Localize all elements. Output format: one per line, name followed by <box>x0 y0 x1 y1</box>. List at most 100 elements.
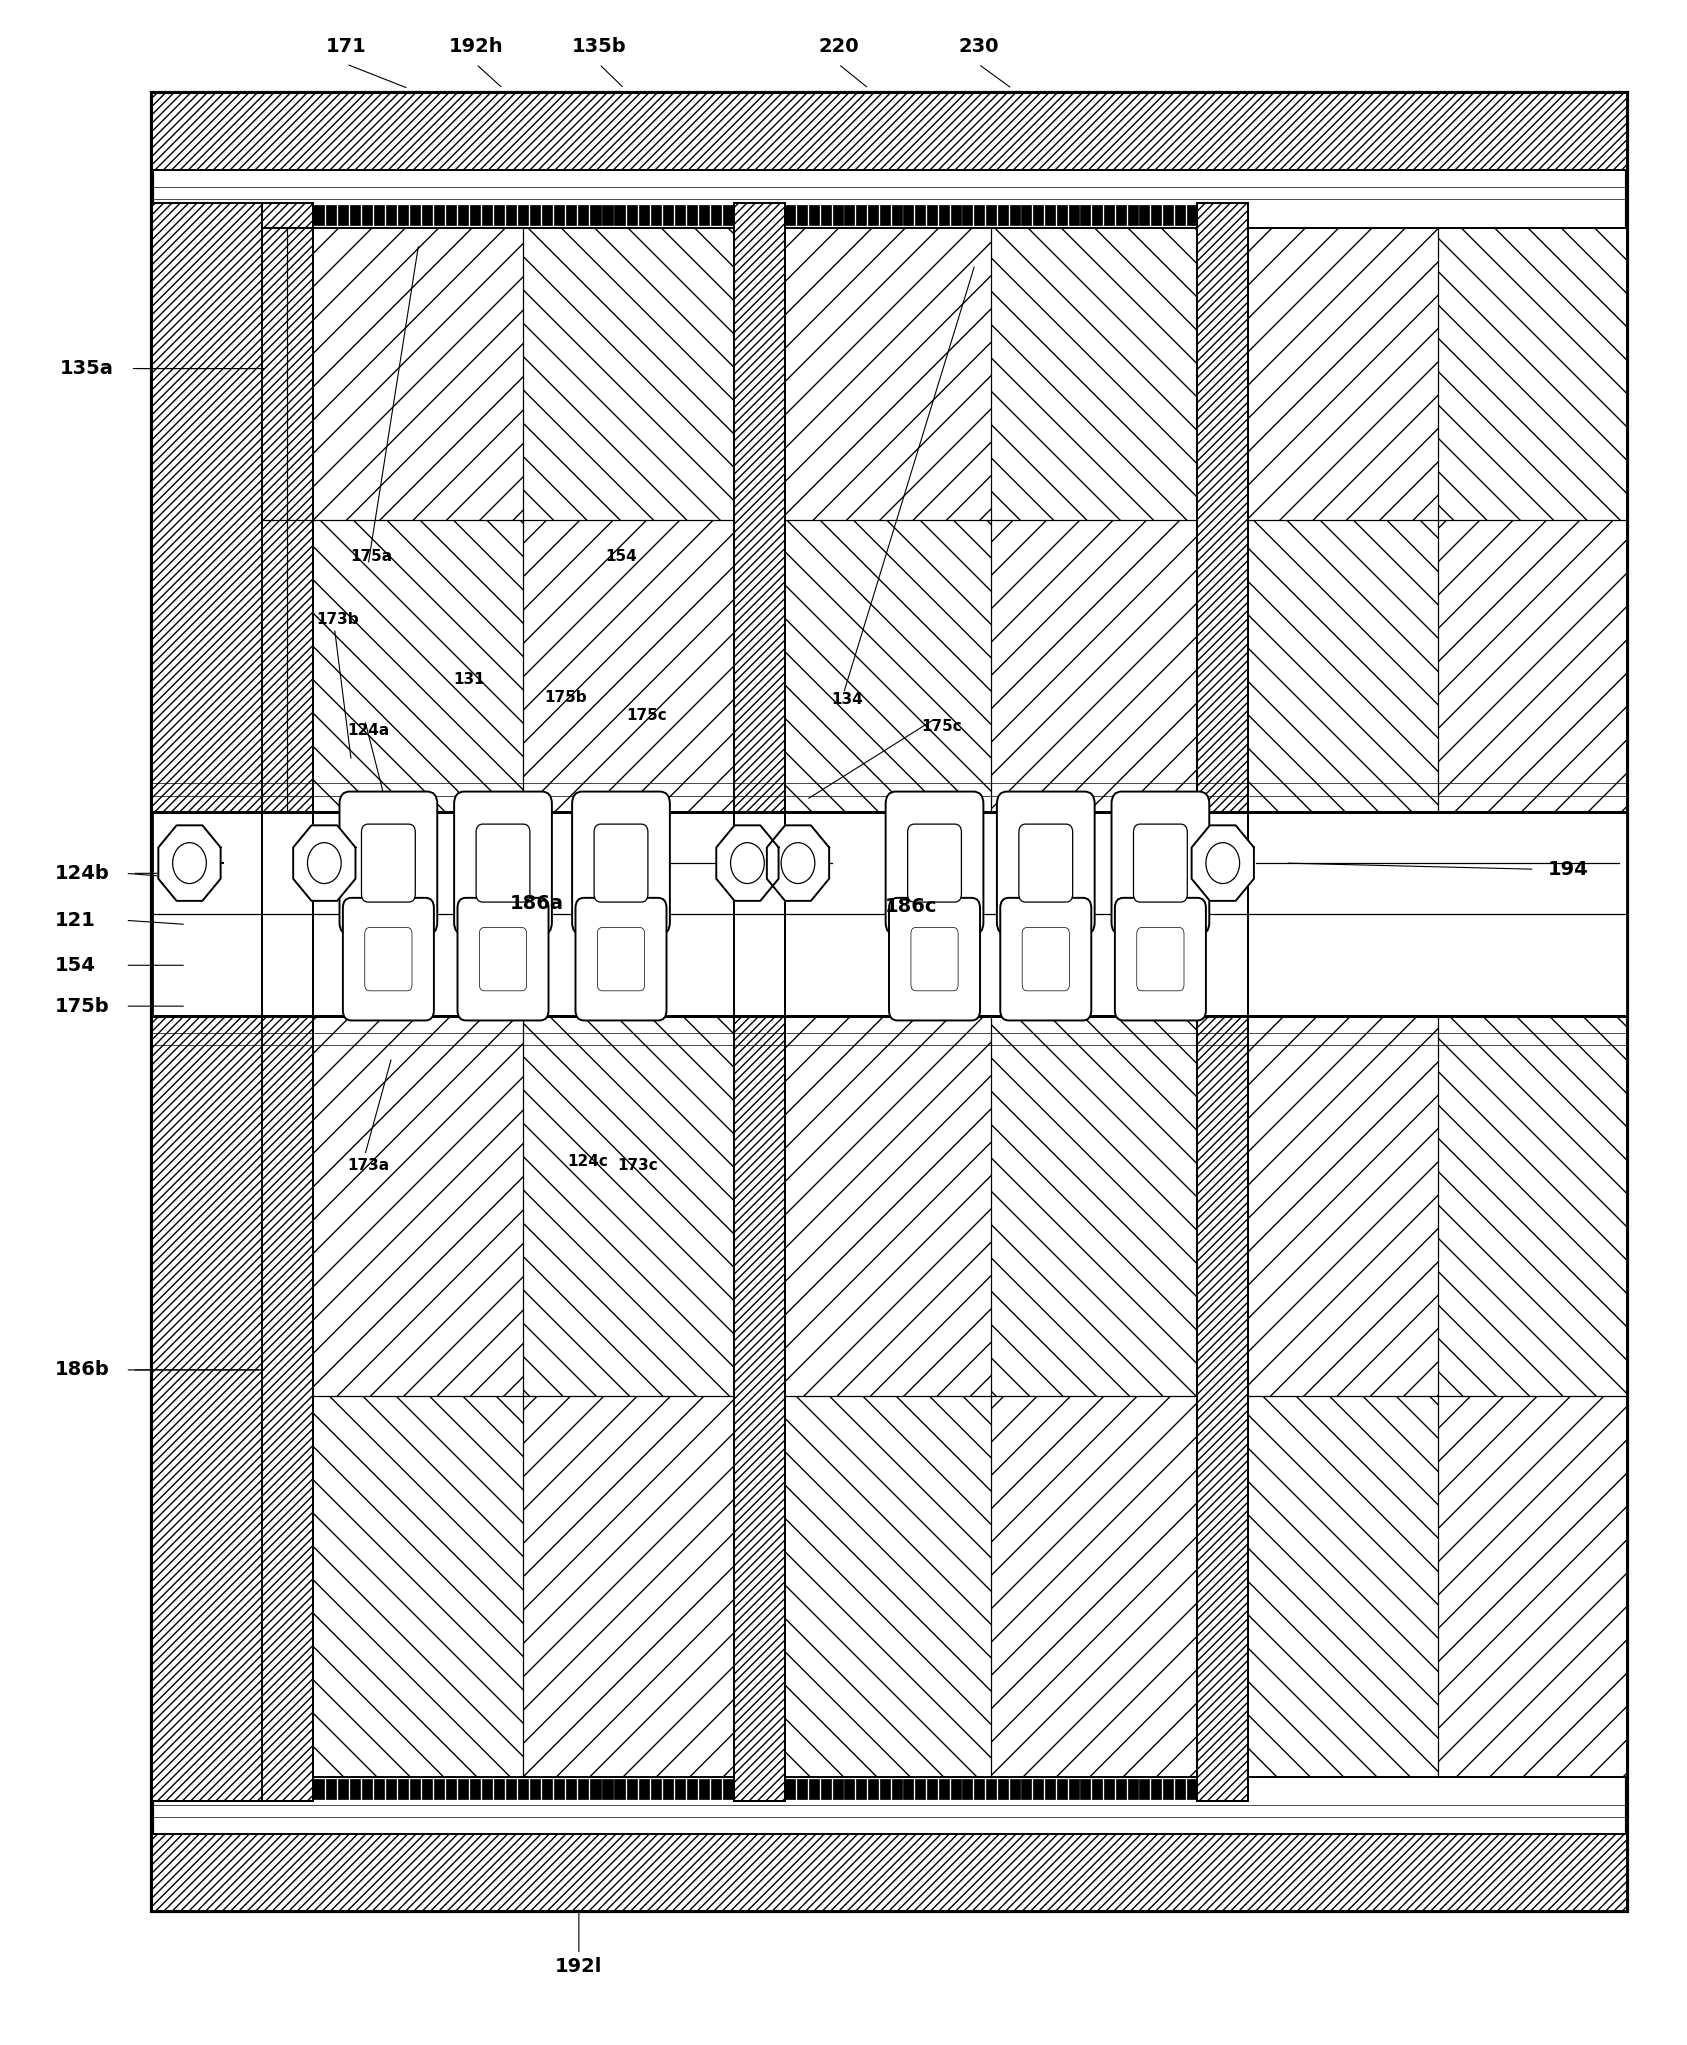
Bar <box>1021 1779 1031 1800</box>
Bar <box>410 1779 420 1800</box>
Bar <box>867 204 877 225</box>
Bar <box>891 1779 901 1800</box>
Bar <box>445 204 455 225</box>
Bar <box>579 204 589 225</box>
Bar <box>152 812 1628 1016</box>
Bar <box>287 519 312 812</box>
Polygon shape <box>1191 826 1253 902</box>
Circle shape <box>1206 843 1240 883</box>
Bar <box>1103 204 1113 225</box>
Bar <box>152 92 1628 170</box>
Text: 154: 154 <box>54 955 96 975</box>
Bar <box>482 1779 493 1800</box>
Text: 131: 131 <box>454 671 486 687</box>
Bar <box>1248 227 1437 519</box>
Bar <box>579 1779 589 1800</box>
Text: 220: 220 <box>818 37 859 55</box>
Text: 124b: 124b <box>54 863 110 883</box>
Bar <box>822 204 832 225</box>
Bar <box>1091 1779 1102 1800</box>
Text: 186c: 186c <box>884 896 938 916</box>
Bar <box>675 1779 685 1800</box>
Bar <box>1437 227 1628 519</box>
Bar <box>261 227 312 812</box>
Bar <box>349 204 359 225</box>
Bar <box>457 204 467 225</box>
Bar <box>590 204 601 225</box>
Bar <box>1056 1779 1066 1800</box>
Bar <box>337 1779 348 1800</box>
Bar <box>997 204 1007 225</box>
Bar <box>1009 204 1019 225</box>
Bar <box>312 1397 523 1777</box>
Bar <box>614 204 624 225</box>
Text: 230: 230 <box>958 37 999 55</box>
Bar <box>434 1779 444 1800</box>
Bar <box>506 1779 516 1800</box>
Bar <box>152 92 1628 1912</box>
Bar <box>1139 1779 1149 1800</box>
Bar <box>542 1779 552 1800</box>
Bar <box>973 204 984 225</box>
Bar <box>950 204 960 225</box>
Bar <box>1248 227 1628 812</box>
FancyBboxPatch shape <box>997 791 1095 935</box>
Bar <box>698 1779 709 1800</box>
Bar <box>903 1779 913 1800</box>
Bar <box>506 204 516 225</box>
Bar <box>1032 204 1043 225</box>
Bar <box>833 1779 844 1800</box>
Bar <box>1151 1779 1161 1800</box>
FancyBboxPatch shape <box>361 824 415 902</box>
Bar <box>523 519 734 812</box>
Bar <box>1437 1397 1628 1777</box>
Bar <box>567 204 577 225</box>
Bar <box>786 204 796 225</box>
Bar <box>855 1779 865 1800</box>
FancyBboxPatch shape <box>339 791 437 935</box>
Bar <box>375 1779 385 1800</box>
FancyBboxPatch shape <box>364 928 412 992</box>
Bar <box>985 1779 995 1800</box>
Bar <box>1068 1779 1078 1800</box>
Bar <box>312 227 523 519</box>
Bar <box>903 204 913 225</box>
Text: 186a: 186a <box>509 894 563 914</box>
Bar <box>844 1779 854 1800</box>
Bar <box>261 519 287 812</box>
Bar <box>482 204 493 225</box>
FancyBboxPatch shape <box>597 928 644 992</box>
Bar <box>710 204 720 225</box>
Bar <box>261 202 312 1802</box>
Bar <box>1248 1397 1437 1777</box>
Bar <box>523 1016 734 1397</box>
FancyBboxPatch shape <box>1022 928 1070 992</box>
Bar <box>855 204 865 225</box>
Bar <box>687 1779 697 1800</box>
Bar <box>523 227 734 519</box>
Bar <box>602 204 612 225</box>
Bar <box>1186 204 1196 225</box>
Text: 124a: 124a <box>348 722 390 738</box>
Bar <box>1056 204 1066 225</box>
FancyBboxPatch shape <box>454 791 552 935</box>
Bar <box>990 1016 1198 1397</box>
Polygon shape <box>717 826 779 902</box>
Bar <box>1068 204 1078 225</box>
Bar <box>990 227 1198 519</box>
Bar <box>1139 204 1149 225</box>
Text: 121: 121 <box>54 910 96 930</box>
Bar <box>663 204 673 225</box>
Bar <box>457 1779 467 1800</box>
Bar <box>349 1779 359 1800</box>
Bar <box>938 204 948 225</box>
Circle shape <box>307 843 341 883</box>
FancyBboxPatch shape <box>1115 898 1206 1020</box>
Text: 192h: 192h <box>449 37 503 55</box>
Bar <box>410 204 420 225</box>
Bar <box>1044 1779 1054 1800</box>
Bar <box>1198 202 1248 1802</box>
Bar <box>651 204 661 225</box>
FancyBboxPatch shape <box>594 824 648 902</box>
Bar <box>261 227 287 519</box>
